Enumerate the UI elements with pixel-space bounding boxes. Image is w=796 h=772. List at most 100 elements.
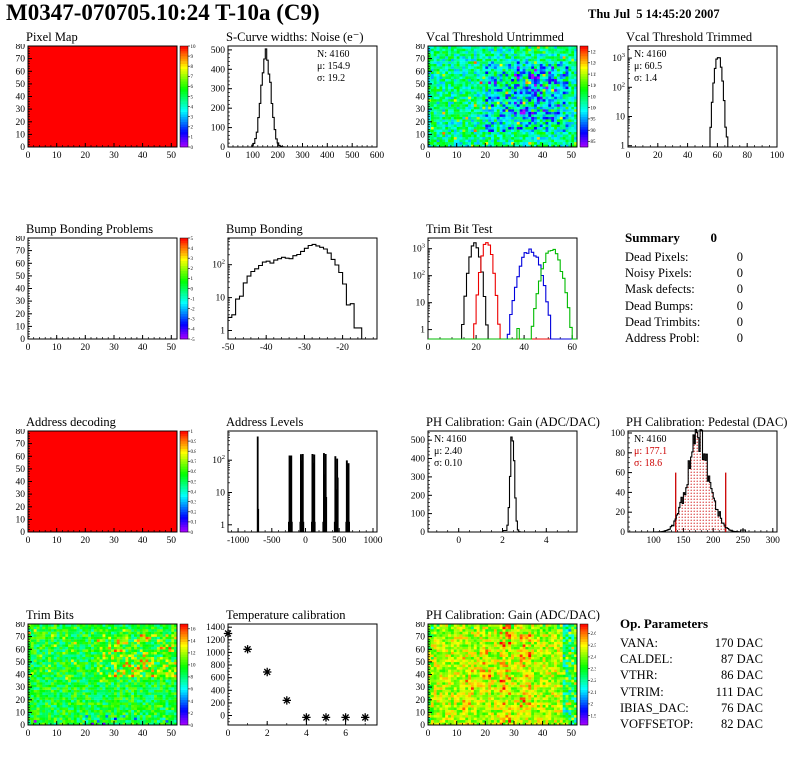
svg-text:10: 10 <box>216 294 226 304</box>
panel-vcal-threshold-untrimmed: Vcal Threshold Untrimmed 0 10 20 30 40 50 0 10 2… <box>400 30 597 164</box>
svg-text:20: 20 <box>81 151 91 161</box>
chart-title: PH Calibration: Gain (ADC/DAC) <box>426 608 600 622</box>
svg-text:0.2: 0.2 <box>191 511 197 516</box>
svg-text:70: 70 <box>416 55 426 65</box>
address-levels-chart: -1000 -500 0 500 1000 1 10 102 <box>212 430 383 546</box>
svg-text:1: 1 <box>191 277 194 282</box>
svg-text:30: 30 <box>109 151 119 161</box>
op-parameters-rows: VANA: 170 DAC CALDEL: 87 DAC VTHR: 86 DAC VTRI… <box>620 635 763 732</box>
summary-row: Mask defects: 0 <box>625 281 743 297</box>
svg-text:40: 40 <box>138 151 148 161</box>
svg-text:4: 4 <box>191 247 194 252</box>
svg-text:40: 40 <box>538 151 548 161</box>
bump-bonding-chart: -50 -40 -30 -20 1 10 102 <box>212 237 378 353</box>
svg-text:0.5: 0.5 <box>191 480 197 485</box>
chart-title: PH Calibration: Pedestal (DAC) <box>626 415 788 429</box>
svg-text:60: 60 <box>616 469 626 479</box>
summary-value: 0 <box>736 331 743 346</box>
panel-vcal-threshold-trimmed: Vcal Threshold Trimmed 0 20 40 60 80 100 1 10 10… <box>600 30 796 164</box>
op-parameters-block: Op. Parameters VANA: 170 DAC CALDEL: 87 DAC… <box>620 616 763 732</box>
panel-bump-bonding-problems: Bump Bonding Problems 0 10 20 30 40 50 0 10 20 30… <box>0 222 196 356</box>
svg-text:20: 20 <box>481 151 491 161</box>
svg-text:40: 40 <box>616 488 626 498</box>
panel-ph-gain-hist: PH Calibration: Gain (ADC/DAC) 0 2 4 0 100 20… <box>400 415 600 549</box>
svg-text:σ: 19.2: σ: 19.2 <box>317 73 345 84</box>
svg-text:20: 20 <box>81 536 91 546</box>
summary-label: Noisy Pixels: <box>625 266 693 281</box>
op-value: 111 DAC <box>715 684 763 699</box>
op-label: CALDEL: <box>620 652 673 667</box>
svg-text:50: 50 <box>167 151 177 161</box>
svg-text:10: 10 <box>452 151 462 161</box>
chart-title: Trim Bits <box>26 608 74 622</box>
trim-bits-chart: 0 10 20 30 40 5001020304050607080024681012141… <box>16 622 197 739</box>
scurve-noise-chart: 0 100 200 300 400 500 600 0 100 200 300 400 500 N: 41… <box>211 45 385 161</box>
svg-text:0: 0 <box>20 143 25 153</box>
panel-scurve-noise: S-Curve widths: Noise (e⁻) 0 100 200 300 400… <box>200 30 396 164</box>
op-value: 170 DAC <box>714 636 763 650</box>
svg-text:200: 200 <box>706 536 721 546</box>
summary-value: 0 <box>736 250 743 264</box>
svg-text:80: 80 <box>616 449 626 459</box>
svg-text:300: 300 <box>295 151 310 161</box>
svg-text:40: 40 <box>416 93 426 103</box>
svg-text:20: 20 <box>16 503 26 513</box>
op-label: VANA: <box>620 636 658 650</box>
svg-text:85: 85 <box>591 140 597 145</box>
svg-text:300: 300 <box>766 536 781 546</box>
page-title: M0347-070705.10:24 T-10a (C9) <box>6 0 320 25</box>
svg-text:50: 50 <box>16 272 26 282</box>
chart-title: Pixel Map <box>26 30 78 44</box>
svg-text:40: 40 <box>16 285 26 295</box>
summary-label: Dead Pixels: <box>625 250 689 264</box>
svg-text:6: 6 <box>191 85 194 90</box>
svg-text:500: 500 <box>211 46 226 56</box>
panel-temperature-calibration: Temperature calibration 0 2 4 6 0 200 400 600 80… <box>200 608 396 742</box>
svg-text:σ: 1.4: σ: 1.4 <box>634 73 657 84</box>
svg-text:0: 0 <box>426 343 431 353</box>
svg-text:2: 2 <box>191 126 194 131</box>
svg-text:0: 0 <box>20 528 25 538</box>
svg-text:μ: 177.1: μ: 177.1 <box>634 446 667 457</box>
svg-text:8: 8 <box>191 65 194 70</box>
svg-text:10: 10 <box>52 343 62 353</box>
svg-text:1: 1 <box>220 521 225 531</box>
svg-text:50: 50 <box>167 536 177 546</box>
svg-text:0: 0 <box>420 528 425 538</box>
summary-total: 0 <box>710 230 718 245</box>
svg-text:-4: -4 <box>191 328 196 333</box>
svg-text:0: 0 <box>220 143 225 153</box>
address-decoding-chart: 0 10 20 30 40 50 0 10 20 30 40 50 60 70 80 0 0.1 0.2 0.3 0.… <box>16 429 197 546</box>
op-parameters-title: Op. Parameters <box>620 616 709 631</box>
svg-text:300: 300 <box>411 473 426 483</box>
svg-text:10: 10 <box>416 299 426 309</box>
svg-text:20: 20 <box>416 118 426 128</box>
svg-text:1000: 1000 <box>364 536 383 546</box>
chart-title: Address Levels <box>226 415 304 429</box>
svg-text:100: 100 <box>211 124 226 134</box>
svg-text:200: 200 <box>411 491 426 501</box>
svg-text:9: 9 <box>191 55 194 60</box>
svg-text:102: 102 <box>212 259 225 271</box>
svg-text:N: 4160: N: 4160 <box>434 434 467 445</box>
op-value: 76 DAC <box>720 700 763 715</box>
svg-text:0: 0 <box>426 151 431 161</box>
summary-label: Dead Trimbits: <box>625 314 701 329</box>
op-label: IBIAS_DAC: <box>620 700 689 715</box>
svg-text:600: 600 <box>370 151 385 161</box>
svg-text:μ: 2.40: μ: 2.40 <box>434 446 462 457</box>
op-row: CALDEL: 87 DAC <box>620 651 763 667</box>
svg-text:400: 400 <box>211 65 226 75</box>
svg-text:20: 20 <box>471 343 481 353</box>
svg-text:-1: -1 <box>191 297 196 302</box>
chart-title: Vcal Threshold Trimmed <box>626 30 753 44</box>
panel-ph-gain-map: PH Calibration: Gain (ADC/DAC) 0 10 20 30 40… <box>400 608 600 742</box>
svg-text:0.3: 0.3 <box>191 501 197 506</box>
svg-text:95: 95 <box>591 118 597 123</box>
svg-text:250: 250 <box>736 536 751 546</box>
svg-text:1: 1 <box>620 142 625 152</box>
svg-text:300: 300 <box>211 85 226 95</box>
svg-text:102: 102 <box>412 270 425 282</box>
svg-text:0: 0 <box>620 528 625 538</box>
